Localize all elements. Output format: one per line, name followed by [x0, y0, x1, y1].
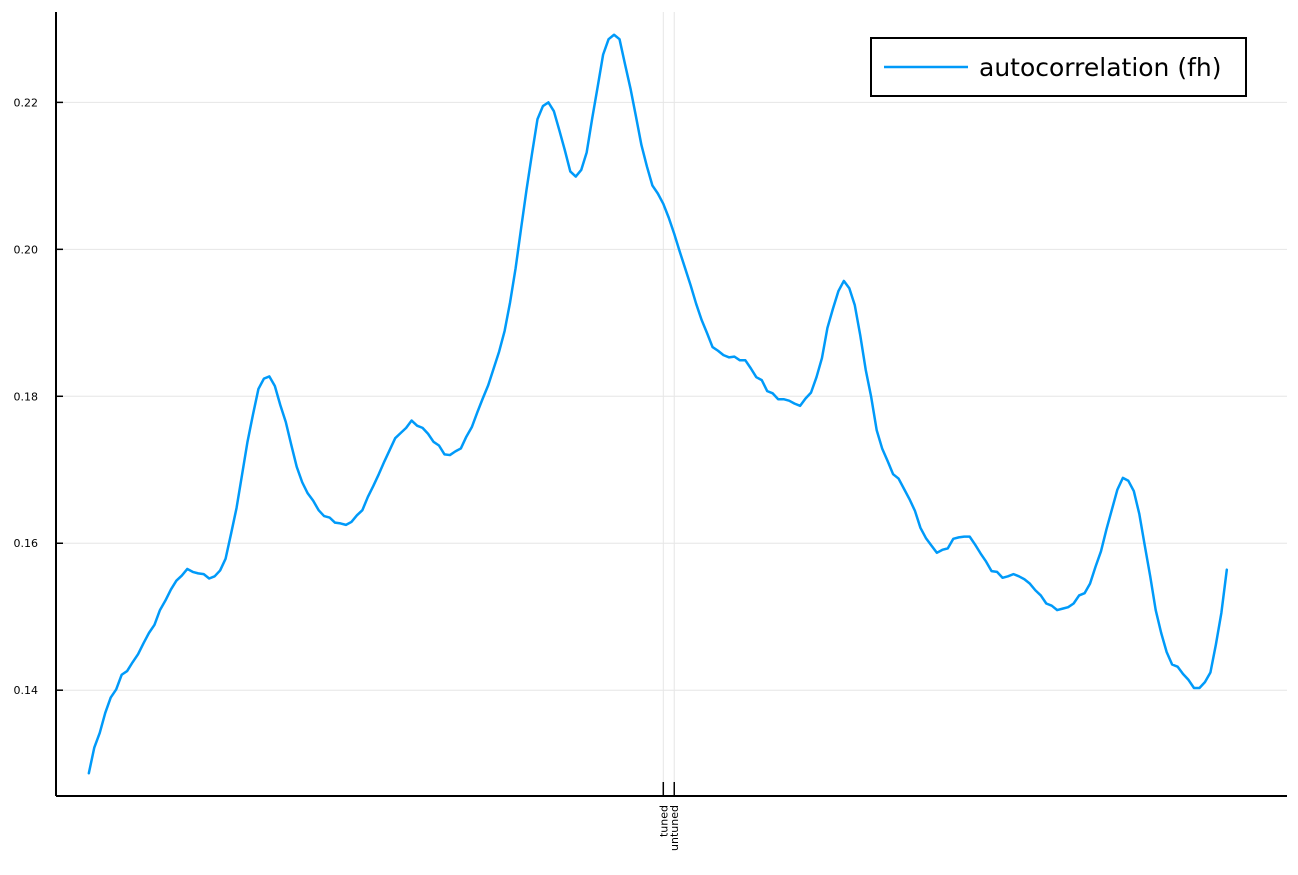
x-tick-label: tuned: [657, 805, 670, 837]
series-line-0: [87, 33, 1229, 775]
y-tick-label: 0.16: [14, 537, 39, 550]
axes: [55, 12, 1287, 797]
y-tick-label: 0.14: [14, 684, 39, 697]
legend: autocorrelation (fh): [870, 37, 1247, 97]
series-layer: [87, 33, 1229, 775]
y-tick-label: 0.22: [14, 96, 39, 109]
grid: [56, 12, 1287, 796]
legend-label: autocorrelation (fh): [979, 53, 1222, 82]
y-tick-label: 0.18: [14, 390, 39, 403]
x-tick-label: untuned: [668, 805, 681, 851]
y-ticks: 0.14 0.16 0.18 0.20 0.22: [14, 96, 63, 697]
y-tick-label: 0.20: [14, 243, 39, 256]
